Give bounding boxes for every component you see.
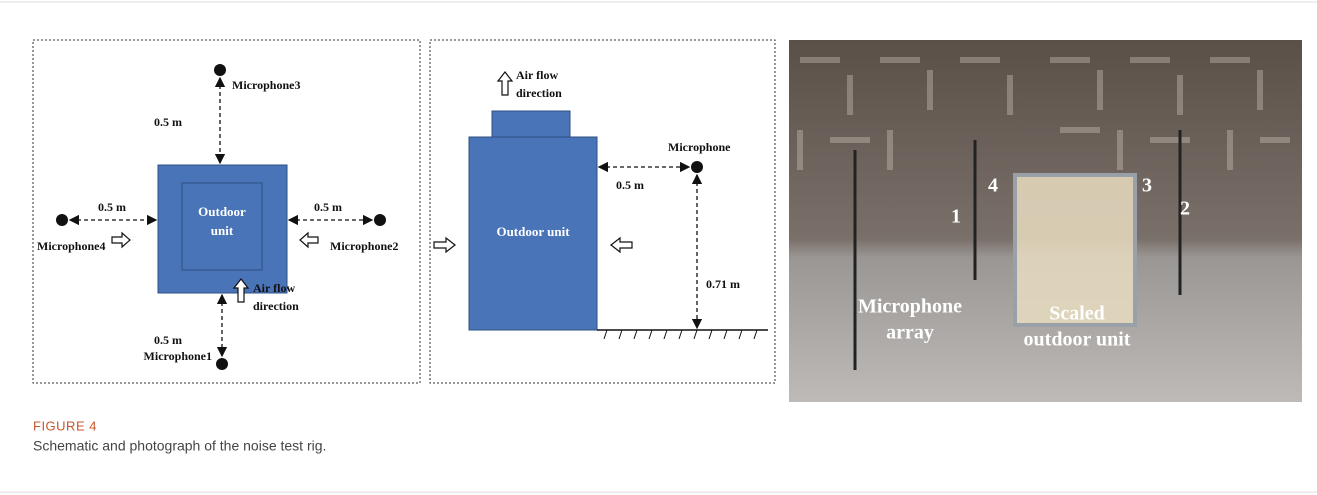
airflow-label: direction xyxy=(516,86,562,100)
distance-label: 0.5 m xyxy=(314,200,342,214)
flow-arrow xyxy=(611,238,632,252)
mic-label: Microphone4 xyxy=(37,239,105,253)
distance-label: 0.5 m xyxy=(154,115,182,129)
unit-label: Outdoor unit xyxy=(496,224,570,239)
distance-label: 0.5 m xyxy=(98,200,126,214)
airflow-label: Air flow xyxy=(516,68,558,82)
figure: Outdoor unit Microphone3 Microphone4 Mic… xyxy=(0,0,1317,495)
distance-label: 0.71 m xyxy=(706,277,740,291)
mic-dot xyxy=(216,358,228,370)
photo-label: 2 xyxy=(1180,198,1190,220)
mic-label: Microphone3 xyxy=(232,78,300,92)
unit-top xyxy=(492,111,570,137)
mic-dot xyxy=(374,214,386,226)
airflow-label: Air flow xyxy=(253,281,295,295)
mic-label: Microphone xyxy=(668,140,731,154)
photo-label: Microphone xyxy=(858,296,962,318)
photo-label: 4 xyxy=(988,175,998,197)
distance-label: 0.5 m xyxy=(154,333,182,347)
photo-label: 1 xyxy=(951,206,961,228)
flow-arrow xyxy=(498,72,512,95)
unit-label: Outdoor xyxy=(198,204,246,219)
mic-dot xyxy=(56,214,68,226)
ground-hatch xyxy=(604,330,757,339)
flow-arrow xyxy=(300,233,318,247)
unit-label: unit xyxy=(211,223,234,238)
page: Outdoor unit Microphone3 Microphone4 Mic… xyxy=(0,0,1317,495)
photo-label: Scaled xyxy=(1049,303,1105,325)
figure-caption: Schematic and photograph of the noise te… xyxy=(33,438,326,454)
distance-label: 0.5 m xyxy=(616,178,644,192)
mic-dot xyxy=(691,161,703,173)
flow-arrow xyxy=(434,238,455,252)
flow-arrow xyxy=(112,233,130,247)
mic-label: Microphone1 xyxy=(144,349,212,363)
mic-dot xyxy=(214,64,226,76)
photo-label: outdoor unit xyxy=(1024,329,1131,351)
photo-label: array xyxy=(886,322,934,344)
figure-label: FIGURE 4 xyxy=(33,418,97,433)
photo-label: 3 xyxy=(1142,175,1152,197)
airflow-label: direction xyxy=(253,299,299,313)
mic-label: Microphone2 xyxy=(330,239,398,253)
